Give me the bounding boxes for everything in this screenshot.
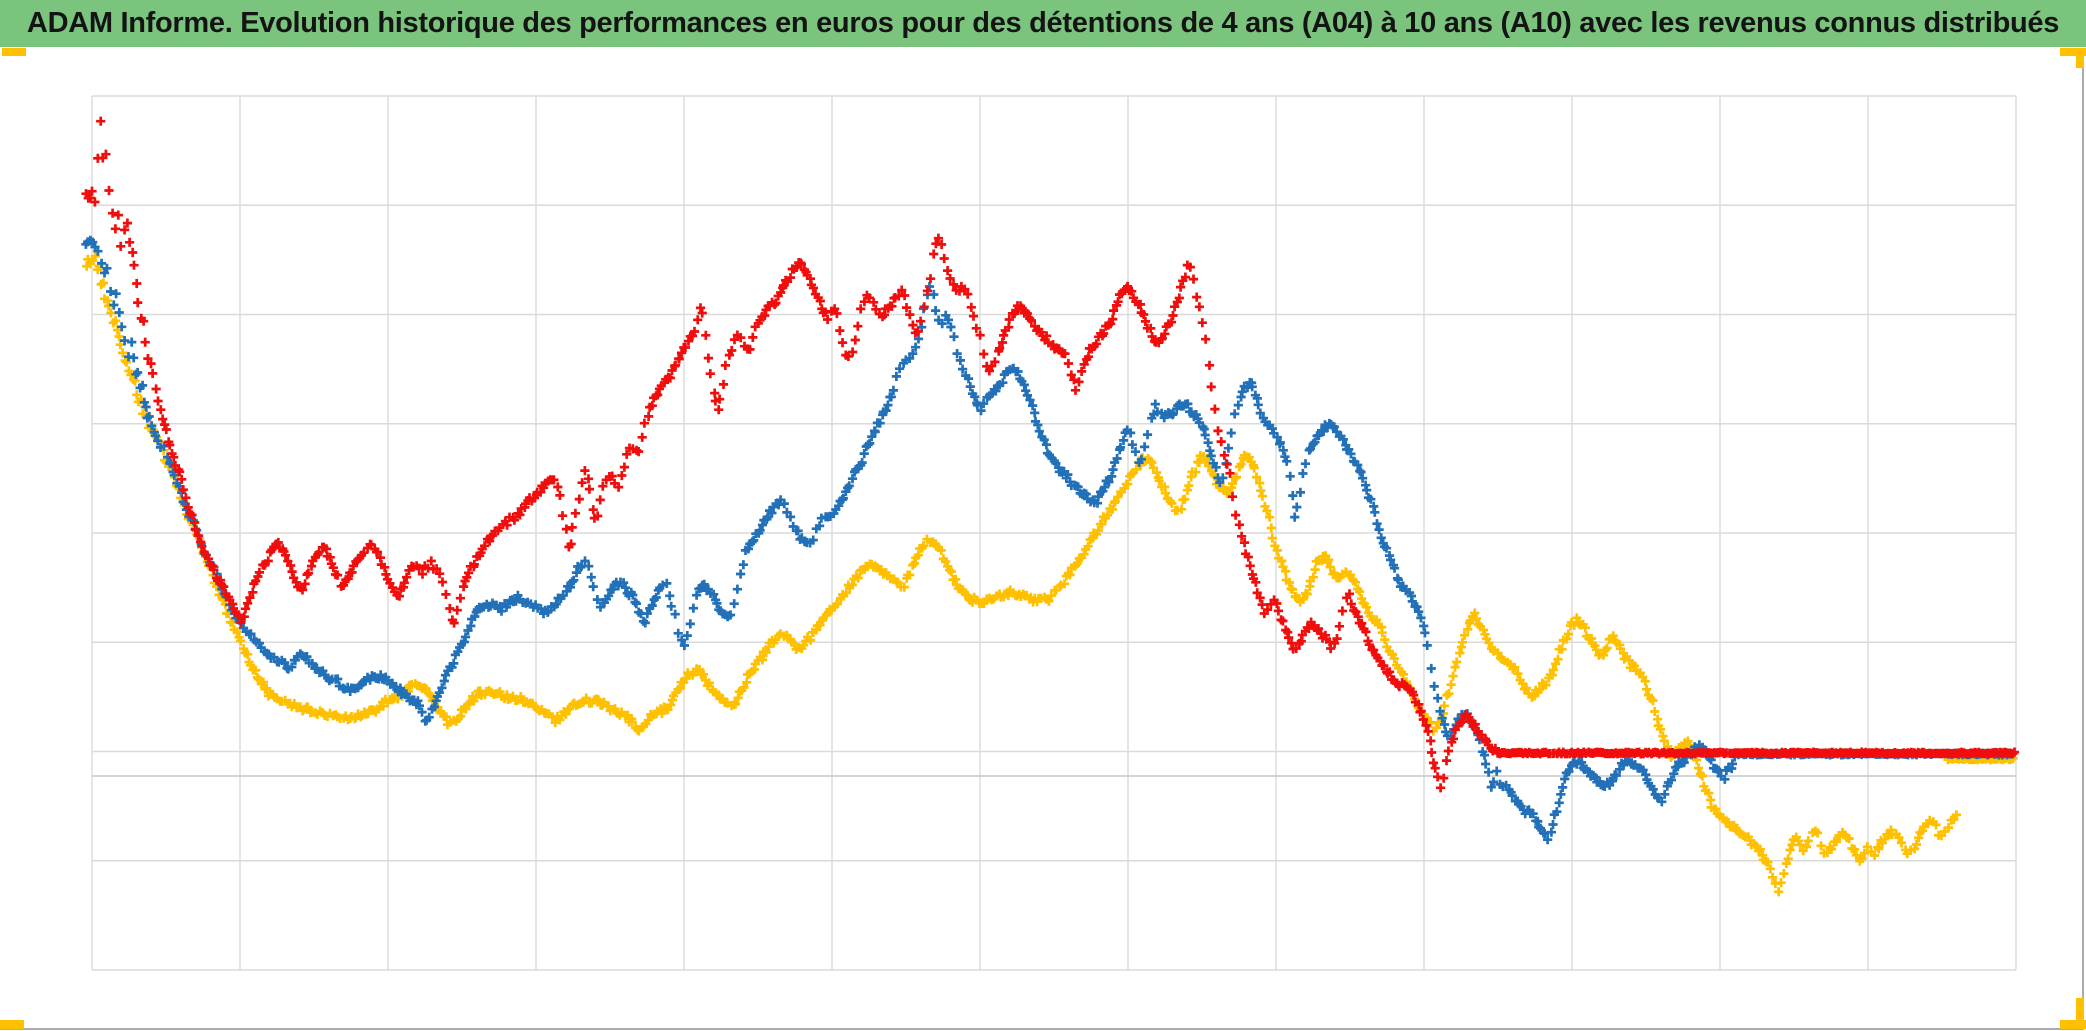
chart-title: ADAM Informe. Evolution historique des p… [26, 7, 2060, 39]
frame-right-border [2082, 58, 2084, 1030]
frame-bottom-border [0, 1028, 2084, 1030]
selection-corner-top-left-icon [2, 48, 28, 72]
selection-corner-top-right-icon [2058, 48, 2086, 72]
yellow-series [82, 251, 2018, 897]
chart-title-bar: ADAM Informe. Evolution historique des p… [0, 0, 2086, 47]
selection-corner-bottom-left-icon [0, 1018, 26, 1030]
selection-corner-bottom-right-icon [2058, 998, 2086, 1030]
red-series [81, 116, 2020, 793]
